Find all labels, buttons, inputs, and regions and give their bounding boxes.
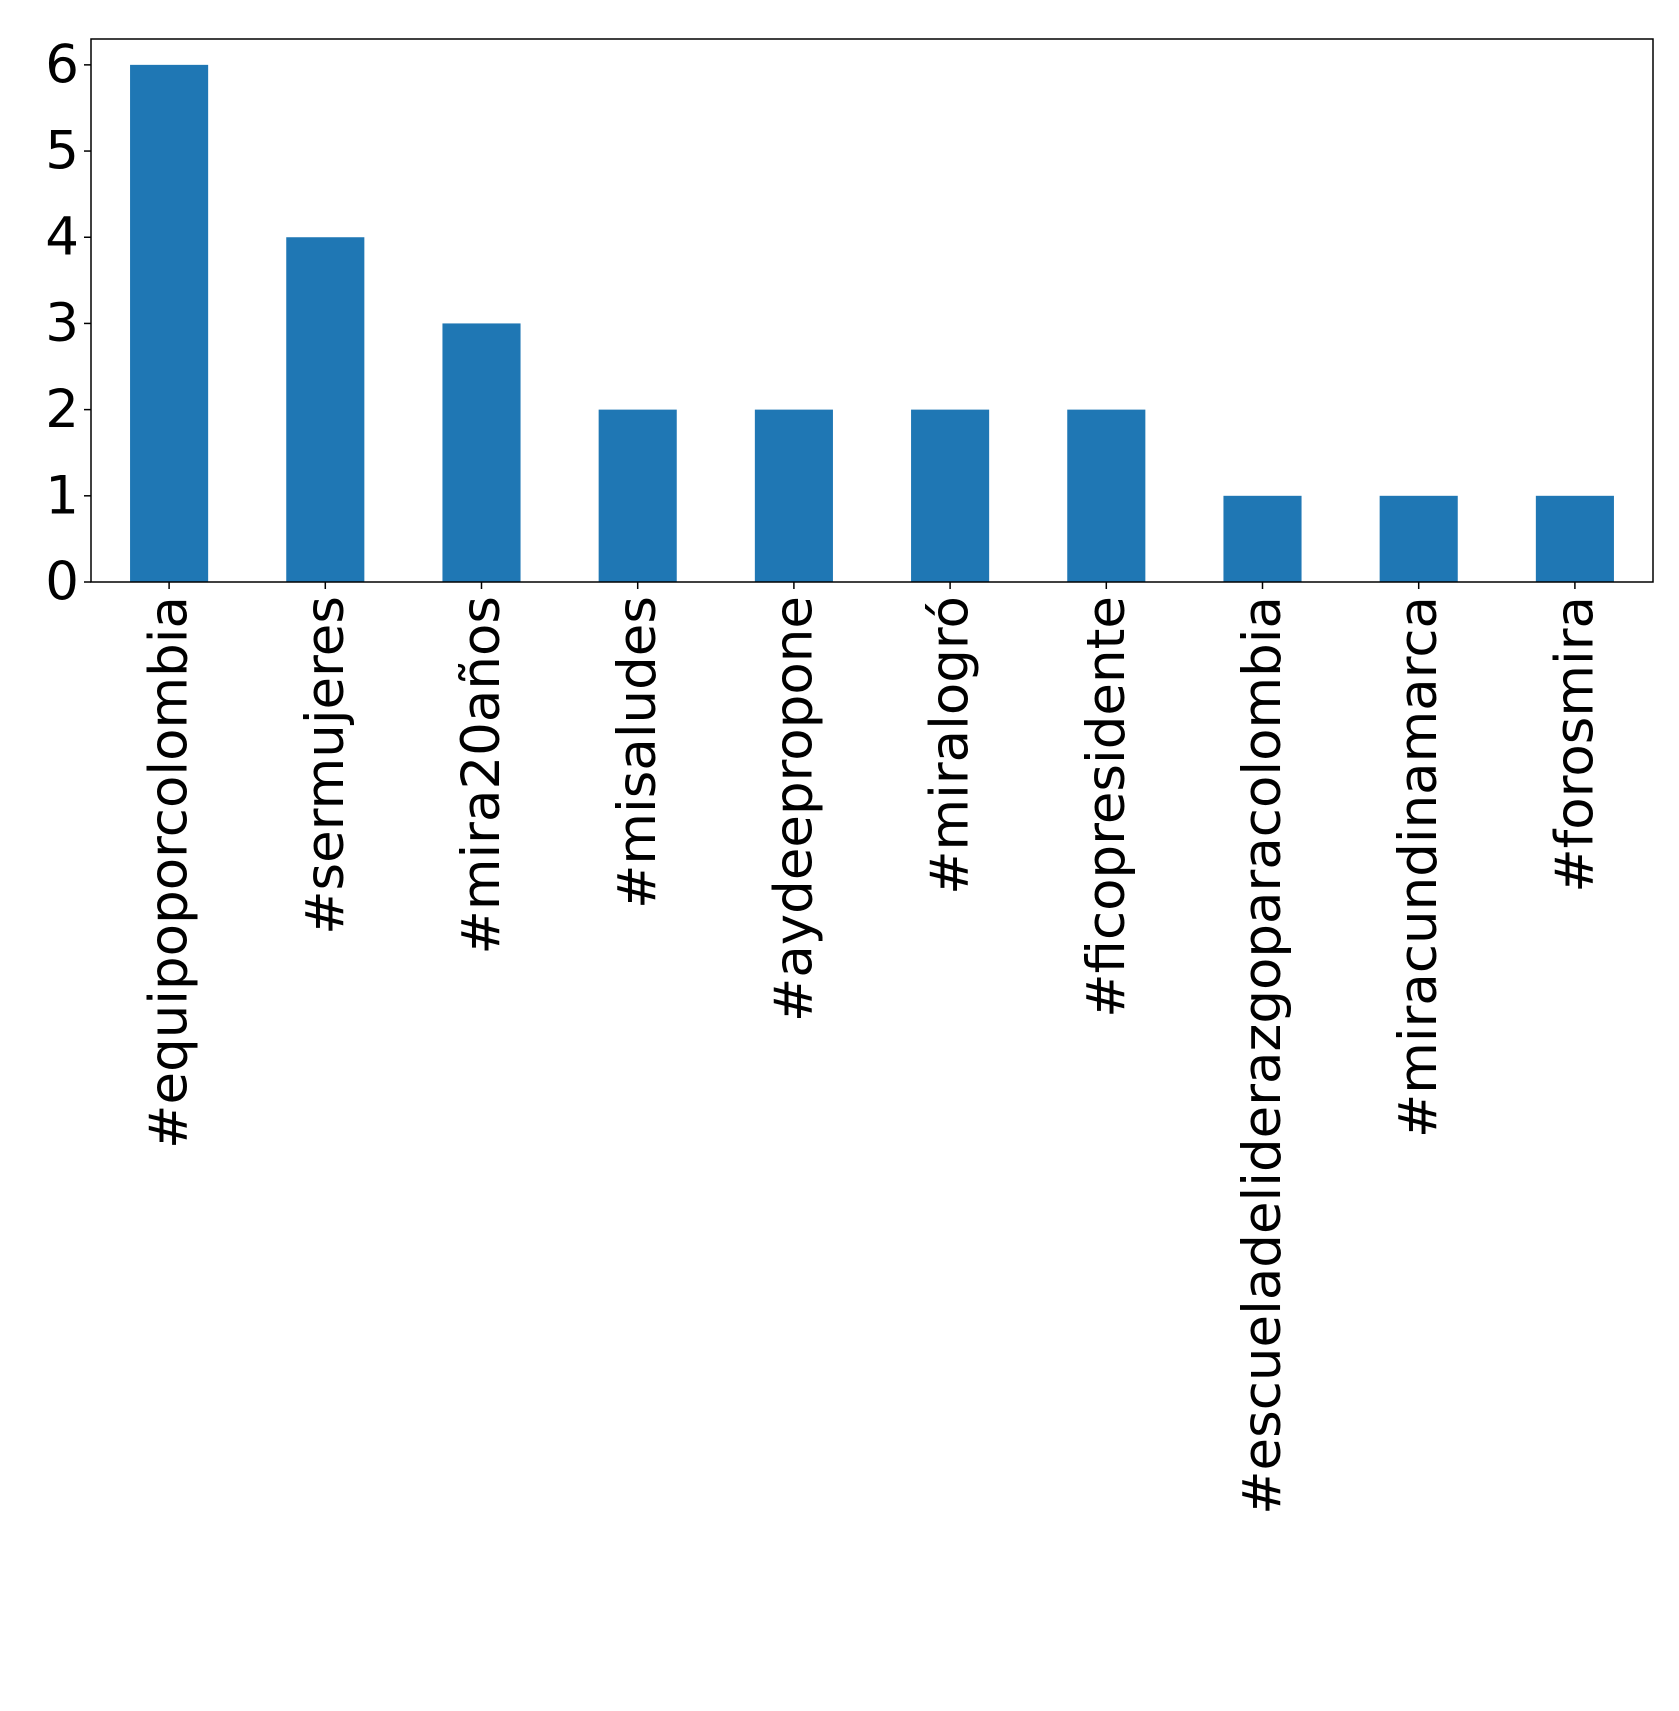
bar-3 [598,409,677,582]
bar-1 [286,237,365,582]
bar-4 [754,409,833,582]
bar-2 [442,323,521,582]
x-tick-label: #miralogró [920,596,981,895]
y-tick-label: 6 [45,34,79,95]
x-tick-label: #ficopresidente [1076,596,1137,1018]
y-tick-label: 0 [45,552,79,613]
x-tick-label: #mira20años [451,596,512,955]
bars-group [130,64,1614,583]
y-tick-label: 1 [45,465,79,526]
x-tick-label: #equipoporcolombia [139,596,200,1149]
x-tick-label: #misaludes [607,596,668,909]
plot-area-frame [90,38,1654,583]
bar-0 [130,64,209,583]
y-tick-label: 3 [45,293,79,354]
x-tick-label: #sermujeres [295,596,356,935]
x-tick-label: #miracundinamarca [1388,596,1449,1138]
x-tick-label: #forosmira [1544,596,1605,893]
bar-7 [1223,495,1302,582]
bar-9 [1535,495,1614,582]
x-tick-label: #aydeepropone [763,596,824,1022]
bar-6 [1067,409,1146,582]
y-tick-label: 5 [45,121,79,182]
y-tick-label: 2 [45,379,79,440]
bar-8 [1379,495,1458,582]
y-axis: 0 1 2 3 4 5 6 [45,34,91,613]
bar-5 [911,409,990,582]
x-axis: #equipoporcolombia #sermujeres #mira20años… [139,582,1605,1515]
y-tick-label: 4 [45,207,79,268]
x-tick-label: #escueladeliderazgoparacolombia [1232,596,1293,1515]
